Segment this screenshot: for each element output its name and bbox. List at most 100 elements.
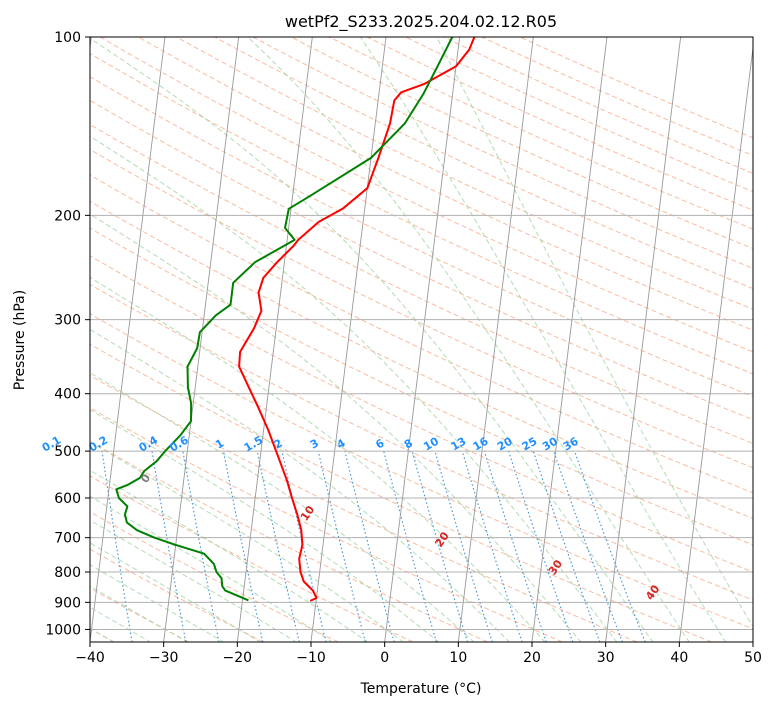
dry-adiabat-line (519, 37, 753, 139)
mixing-ratio-line (317, 450, 366, 642)
mixing-ratio-line (182, 451, 220, 642)
x-axis-label: Temperature (°C) (360, 681, 482, 697)
mixing-ratio-line (434, 450, 493, 642)
moist-adiabat-line (90, 441, 404, 642)
mixing-ratio-line (508, 450, 574, 642)
isotherm-line (310, 37, 387, 642)
dry-adiabat-line (443, 37, 753, 174)
y-axis-label: Pressure (hPa) (12, 290, 28, 390)
dry-adiabat-line (90, 475, 414, 642)
dewpoint-profile-line (115, 37, 454, 602)
mixing-ratio-line (574, 450, 646, 642)
dry-adiabat-line (481, 37, 753, 156)
moist-adiabat-line (90, 409, 440, 642)
moist-adiabat-label: 0 (138, 471, 153, 485)
moist-adiabat-label: 30 (546, 557, 566, 577)
y-tick-label: 900 (54, 595, 81, 611)
isotherm-line (384, 37, 461, 642)
x-tick-label: 10 (449, 650, 467, 666)
mixing-ratio-line (553, 450, 623, 642)
mixing-ratio-label: 6 (373, 436, 386, 451)
temperature-profile-line (238, 37, 476, 602)
x-tick-label: −20 (223, 650, 253, 666)
y-tick-label: 300 (54, 313, 81, 329)
y-tick-label: 500 (54, 444, 81, 460)
mixing-ratio-label: 3 (308, 437, 321, 452)
dry-adiabat-line (176, 37, 753, 310)
moist-adiabat-line (436, 37, 753, 628)
dry-adiabat-line (90, 255, 753, 573)
moist-adiabat-line (90, 519, 298, 642)
moist-adiabat-line (90, 135, 618, 642)
moist-adiabat-line (247, 37, 690, 642)
moist-adiabat-line (90, 542, 262, 642)
chart-title: wetPf2_S233.2025.204.02.12.R05 (285, 12, 557, 32)
x-tick-label: 20 (523, 650, 541, 666)
dry-adiabat-line (405, 37, 753, 193)
dry-adiabat-line (90, 200, 753, 520)
mixing-ratio-line (532, 450, 601, 642)
dry-adiabat-line (90, 76, 753, 398)
moist-adiabat-line (359, 37, 727, 642)
mixing-ratio-line (281, 450, 327, 642)
isotherm-line (90, 37, 166, 642)
y-tick-label: 400 (54, 387, 81, 403)
mixing-ratio-line (411, 450, 469, 642)
dry-adiabat-line (90, 313, 753, 630)
dry-adiabat-line (252, 37, 753, 269)
dry-adiabat-line (90, 283, 753, 601)
dry-adiabat-line (90, 343, 712, 642)
x-tick-label: 0 (380, 650, 389, 666)
dry-adiabat-line (90, 440, 488, 642)
plot-frame (89, 36, 754, 643)
moist-adiabat-label: 20 (432, 529, 452, 549)
isotherm-line (457, 37, 534, 642)
moist-adiabat-line (90, 328, 511, 642)
isotherm-line (752, 638, 753, 642)
isotherm-line (531, 37, 608, 642)
dry-adiabat-line (90, 99, 753, 421)
moist-adiabat-line (90, 495, 333, 642)
y-tick-label: 1000 (45, 622, 81, 638)
moist-adiabat-label: 40 (643, 582, 663, 602)
mixing-ratio-line (383, 450, 437, 642)
x-tick-label: −10 (296, 650, 326, 666)
isotherm-line (678, 44, 753, 642)
dry-adiabat-line (138, 37, 753, 331)
dry-adiabat-line (99, 37, 753, 353)
dry-adiabat-line (90, 148, 753, 469)
mixing-ratio-label: 2 (272, 437, 285, 452)
dry-adiabat-line (90, 52, 753, 375)
moist-adiabat-line (90, 276, 546, 642)
y-tick-label: 700 (54, 531, 81, 547)
dry-adiabat-line (90, 374, 638, 642)
mixing-ratio-line (222, 450, 264, 642)
moist-adiabat-line (90, 213, 582, 642)
dry-adiabat-line (214, 37, 753, 290)
isotherm-line (605, 37, 682, 642)
dry-adiabat-line (90, 548, 264, 642)
moist-adiabat-line (90, 564, 225, 642)
moist-adiabat-line (90, 37, 654, 642)
dry-adiabat-line (367, 37, 753, 211)
mixing-ratio-line (101, 451, 133, 642)
x-tick-label: −40 (75, 650, 105, 666)
dry-adiabat-line (90, 124, 753, 445)
mixing-ratio-line (256, 450, 300, 642)
dry-adiabat-line (90, 174, 753, 494)
y-tick-label: 800 (54, 565, 81, 581)
x-tick-label: −30 (149, 650, 179, 666)
isotherm-line (236, 37, 313, 642)
moist-adiabat-line (90, 469, 369, 642)
dry-adiabat-line (90, 227, 753, 546)
x-tick-label: 50 (744, 650, 762, 666)
mixing-ratio-line (461, 450, 523, 642)
isotherm-line (163, 37, 240, 642)
x-tick-label: 30 (597, 650, 615, 666)
mixing-ratio-label: 8 (402, 437, 415, 452)
moist-adiabat-line (90, 372, 475, 642)
mixing-ratio-line (483, 450, 547, 642)
x-tick-label: 40 (670, 650, 688, 666)
y-tick-label: 600 (54, 491, 81, 507)
